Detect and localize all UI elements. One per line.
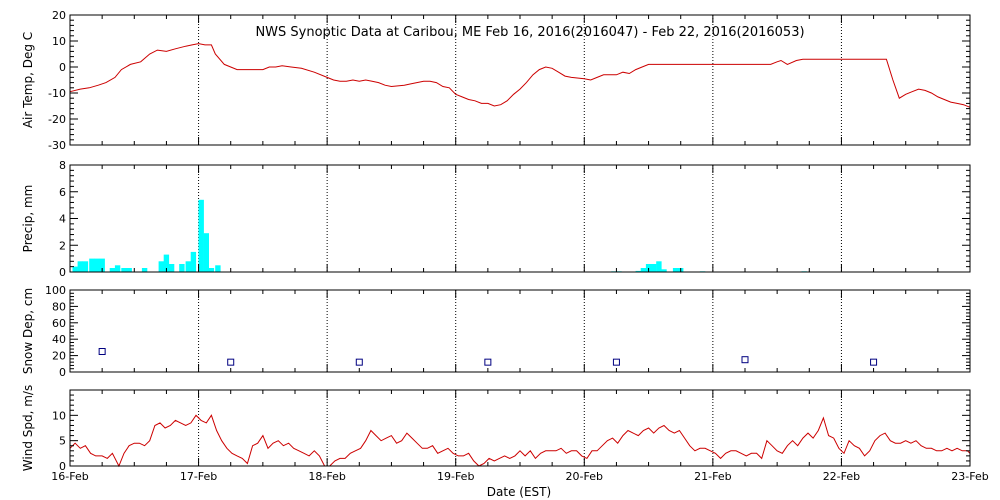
x-tick-label: 22-Feb [823, 470, 860, 483]
y-tick-label: 20 [52, 9, 66, 22]
precip-bar [163, 254, 170, 272]
precip-bar [185, 261, 191, 272]
precip-bar [141, 268, 148, 272]
chart-title: NWS Synoptic Data at Caribou, ME Feb 16,… [255, 25, 804, 40]
x-tick-label: 23-Feb [951, 470, 988, 483]
precip-bar [82, 261, 89, 272]
precip-bar [77, 261, 83, 272]
precip-bar [99, 258, 105, 272]
y-tick-label: 60 [52, 317, 66, 330]
y-tick-label: 0 [59, 61, 66, 74]
y-tick-label: 8 [59, 159, 66, 172]
y-axis-label: Wind Spd, m/s [21, 385, 35, 471]
wind-speed-line [69, 414, 971, 468]
precip-bar [89, 258, 95, 272]
snow-depth-marker [612, 358, 620, 366]
x-tick-label: 19-Feb [437, 470, 474, 483]
y-tick-label: 0 [59, 266, 66, 279]
y-tick-label: 40 [52, 333, 66, 346]
y-tick-label: -20 [48, 113, 66, 126]
x-tick-label: 21-Feb [694, 470, 731, 483]
y-tick-label: 0 [59, 460, 66, 473]
precip-bar [190, 251, 197, 272]
panel-2: 0 2 4 6 8 Precip, mm [21, 159, 971, 279]
x-axis-label: Date (EST) [487, 485, 551, 499]
y-tick-label: -30 [48, 139, 66, 152]
precip-bar [661, 269, 667, 272]
snow-depth-marker [484, 358, 492, 366]
snow-depth-marker [741, 356, 749, 364]
y-axis-label: Precip, mm [21, 185, 35, 253]
y-tick-label: 6 [59, 186, 66, 199]
y-tick-label: 100 [45, 284, 66, 297]
precip-bar [672, 268, 679, 272]
snow-depth-marker [98, 348, 106, 355]
air-temp-line [69, 43, 971, 108]
precip-bar [179, 264, 185, 272]
panel-3: 0 20 40 60 80 100 Snow Dep, cm [21, 284, 971, 379]
y-tick-label: 0 [59, 366, 66, 379]
precip-bar [208, 268, 215, 272]
precip-bar [109, 268, 116, 272]
y-tick-label: 2 [59, 239, 66, 252]
x-tick-label: 17-Feb [180, 470, 217, 483]
x-axis: 16-Feb 17-Feb 18-Feb 19-Feb 20-Feb 21-Feb 22-F… [51, 470, 988, 483]
precip-bar [72, 266, 78, 272]
precip-bar [158, 261, 164, 272]
precip-bar [121, 268, 127, 272]
chart-panels: -30 -20 -10 0 10 20 Air Temp, Deg C 0 2 4 6 8 Precip… [21, 9, 971, 473]
snow-depth-marker [227, 358, 235, 366]
y-tick-label: 4 [59, 213, 66, 226]
y-tick-label: 20 [52, 350, 66, 363]
precip-bar [114, 265, 121, 272]
precip-bar [215, 265, 221, 272]
panel-1: -30 -20 -10 0 10 20 Air Temp, Deg C [21, 9, 971, 152]
y-tick-label: 80 [52, 300, 66, 313]
precip-bar [94, 258, 100, 272]
precip-bar [198, 199, 204, 272]
y-tick-label: 5 [59, 435, 66, 448]
x-tick-label: 20-Feb [566, 470, 603, 483]
precip-bar [656, 261, 662, 272]
y-tick-label: -10 [48, 87, 66, 100]
snow-depth-marker [355, 358, 363, 366]
y-axis-label: Air Temp, Deg C [21, 32, 35, 128]
y-tick-label: 10 [52, 35, 66, 48]
y-tick-label: 10 [52, 409, 66, 422]
panel-4: 0 5 10 Wind Spd, m/s [21, 385, 971, 473]
precip-bar [203, 233, 209, 272]
snow-depth-marker [870, 358, 878, 366]
precip-bar [168, 264, 175, 272]
precip-bar [640, 268, 647, 272]
x-tick-label: 16-Feb [51, 470, 88, 483]
precip-bar [635, 270, 641, 272]
y-axis-label: Snow Dep, cm [21, 288, 35, 374]
precip-bar [126, 268, 132, 272]
precip-bar [651, 264, 657, 272]
x-tick-label: 18-Feb [308, 470, 345, 483]
